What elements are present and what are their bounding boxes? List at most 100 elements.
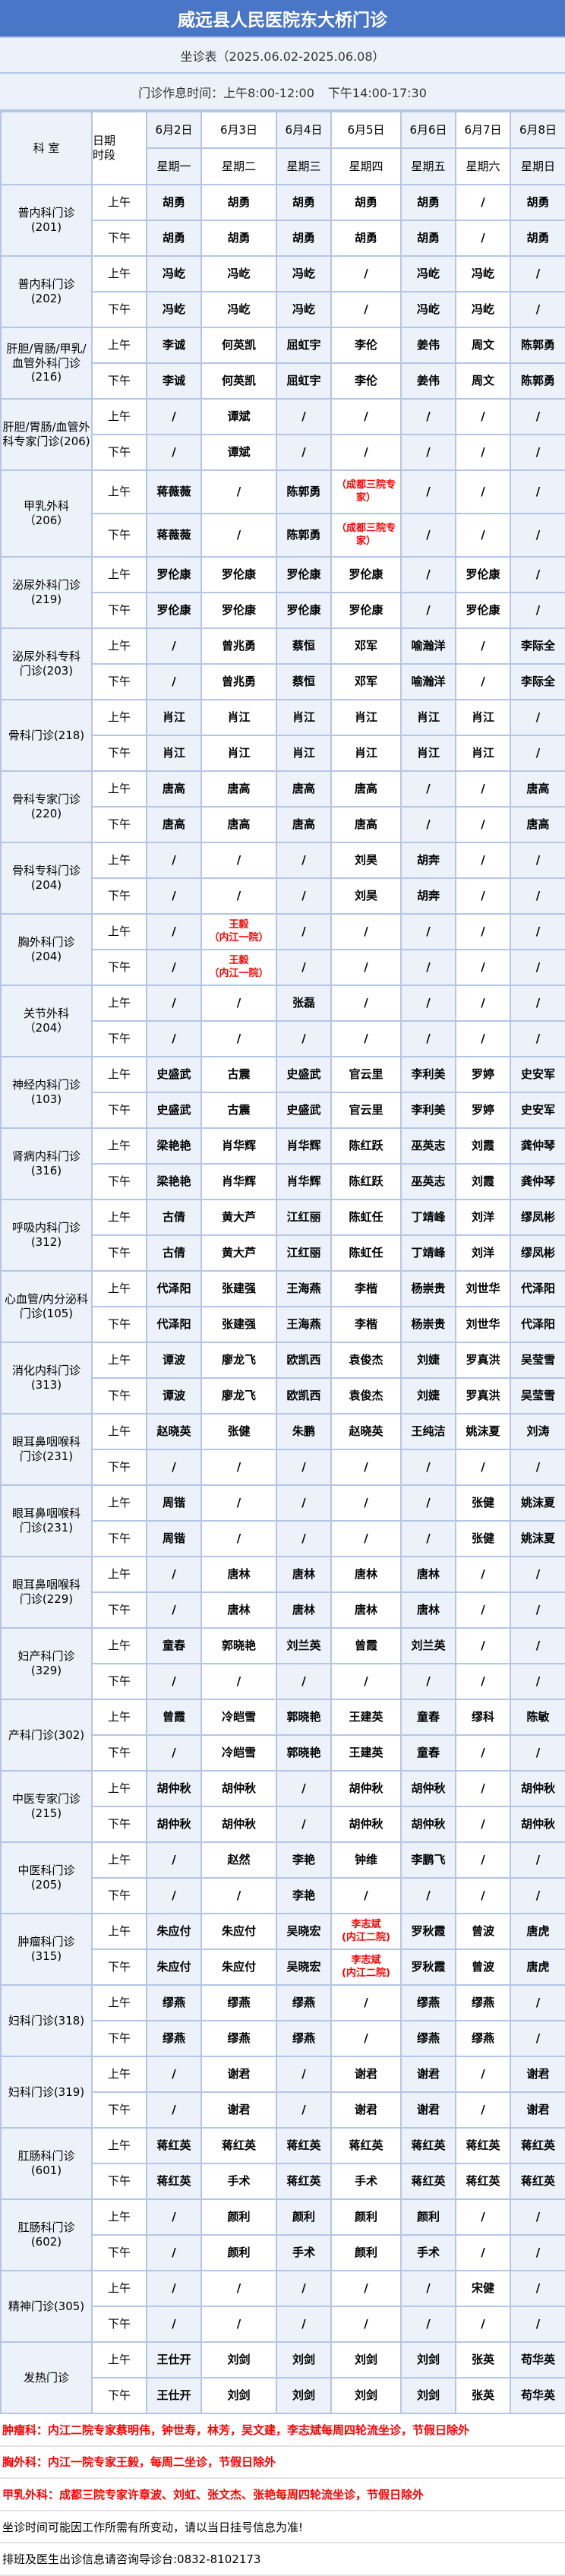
doctor-cell: 陈郭勇 <box>510 362 565 400</box>
doctor-cell: 罗秋霞 <box>400 1913 456 1950</box>
doctor-cell: / <box>276 842 332 879</box>
doctor-cell: / <box>146 985 202 1022</box>
doctor-cell: 童春 <box>400 1699 456 1736</box>
table-row: 肾病内科门诊 (316) 上午 梁艳艳 肖华辉 肖华辉 陈红跃 巫英志 刘霞 龚仲琴 <box>0 1127 565 1200</box>
doctor-cell: 谭斌 <box>200 398 277 435</box>
doctor-cell: 朱鹏 <box>276 1413 332 1450</box>
table-row: 下午 梁艳艳 肖华辉 肖华辉 陈红跃 巫英志 刘霞 龚仲琴 <box>1 1163 565 1200</box>
doctor-cell: / <box>510 1734 565 1772</box>
doctor-cell: 缪科 <box>455 1699 511 1736</box>
table-row: 肛肠科门诊 (602) 上午 / 颜利 颜利 颜利 颜利 / / <box>0 2198 565 2271</box>
doctor-cell: / <box>400 1520 456 1557</box>
department-name: 眼耳鼻咽喉科 门诊(231) <box>0 1484 93 1557</box>
doctor-cell: 朱应付 <box>146 1949 202 1986</box>
period-label: 上午 <box>91 556 147 593</box>
doctor-cell: 江红丽 <box>276 1199 332 1236</box>
doctor-cell: / <box>276 398 332 435</box>
doctor-cell: 刘兰英 <box>276 1627 332 1664</box>
doctor-cell: / <box>276 434 332 471</box>
doctor-cell: 周锴 <box>146 1520 202 1557</box>
department-name: 消化内科门诊 (313) <box>0 1342 93 1414</box>
doctor-cell: 冷皑雪 <box>200 1699 277 1736</box>
doctor-cell: 王仕开 <box>146 2341 202 2378</box>
doctor-cell: / <box>400 434 456 471</box>
doctor-cell: 周文 <box>455 362 511 400</box>
weekday-header: 星期三 <box>276 147 332 185</box>
doctor-cell: 朱应付 <box>146 1913 202 1950</box>
doctor-cell: / <box>510 699 565 736</box>
period-label: 下午 <box>91 1163 147 1200</box>
doctor-cell: 陈郭勇 <box>510 327 565 364</box>
doctor-cell: / <box>146 877 202 915</box>
doctor-cell: 唐高 <box>200 806 277 843</box>
doctor-cell: / <box>510 1591 565 1629</box>
doctor-cell: 李诚 <box>146 362 202 400</box>
doctor-cell: / <box>400 770 456 808</box>
doctor-cell: / <box>400 592 456 629</box>
doctor-cell: / <box>330 1663 402 1700</box>
doctor-cell: 刘霞 <box>455 1163 511 1200</box>
doctor-cell: 蒋薇薇 <box>146 469 202 514</box>
doctor-cell: 古倩 <box>146 1199 202 1236</box>
doctor-cell: 胡仲秋 <box>330 1806 402 1843</box>
period-label: 下午 <box>91 592 147 629</box>
doctor-cell: 史盛武 <box>276 1056 332 1093</box>
doctor-cell: 刘婕 <box>400 1377 456 1414</box>
period-label: 下午 <box>91 1591 147 1629</box>
schedule-subtitle: 坐诊表（2025.06.02-2025.06.08） <box>0 38 565 74</box>
doctor-cell: / <box>330 1520 402 1557</box>
doctor-cell: 龚仲琴 <box>510 1163 565 1200</box>
doctor-cell: 唐林 <box>200 1591 277 1629</box>
doctor-cell: / <box>200 1449 277 1486</box>
period-label: 上午 <box>91 2270 147 2307</box>
period-label: 下午 <box>91 1306 147 1343</box>
table-row: 下午 蒋红英 手术 蒋红英 手术 蒋红英 蒋红英 蒋红英 <box>1 2163 565 2200</box>
doctor-cell: 蒋红英 <box>510 2127 565 2164</box>
doctor-cell: 史安军 <box>510 1056 565 1093</box>
doctor-cell: / <box>200 469 277 514</box>
doctor-cell: 巫英志 <box>400 1163 456 1200</box>
doctor-cell: 罗秋霞 <box>400 1949 456 1986</box>
doctor-cell: 邓军 <box>330 663 402 700</box>
doctor-cell: 刘剑 <box>400 2377 456 2414</box>
table-row: 下午 / / / / / / / <box>1 2306 565 2343</box>
doctor-cell: 龚仲琴 <box>510 1127 565 1165</box>
doctor-cell: 罗伦康 <box>455 592 511 629</box>
period-label: 上午 <box>91 1484 147 1522</box>
doctor-cell: 肖江 <box>146 699 202 736</box>
doctor-cell: / <box>146 2306 202 2343</box>
doctor-cell: 张健 <box>200 1413 277 1450</box>
doctor-cell: 罗伦康 <box>330 556 402 593</box>
period-label: 上午 <box>91 913 147 950</box>
table-row: 下午 / / 李艳 / / / / <box>1 1877 565 1914</box>
doctor-cell: / <box>276 1663 332 1700</box>
doctor-cell: 胡奔 <box>400 842 456 879</box>
doctor-cell: 肖江 <box>200 735 277 772</box>
date-header: 6月4日 <box>276 111 332 149</box>
doctor-cell: 手术 <box>330 2163 402 2200</box>
doctor-cell: 冯屹 <box>276 291 332 328</box>
doctor-cell: 唐高 <box>276 806 332 843</box>
department-name: 普内科门诊 (202) <box>0 255 93 328</box>
table-row: 精神门诊(305) 上午 / / / / / 宋健 / <box>0 2270 565 2343</box>
doctor-cell: 唐虎 <box>510 1913 565 1950</box>
department-name: 普内科门诊 (201) <box>0 184 93 257</box>
doctor-cell: 蒋红英 <box>276 2127 332 2164</box>
note-line: 肿瘤科：内江二院专家蔡明伟，钟世寿，林芳，吴文建，李志斌每周四轮流坐诊，节假日除… <box>0 2414 565 2447</box>
doctor-cell: / <box>510 1877 565 1914</box>
doctor-cell: 胡仲秋 <box>400 1770 456 1807</box>
doctor-cell: / <box>510 1984 565 2021</box>
doctor-cell: / <box>146 627 202 665</box>
doctor-cell: 冯屹 <box>146 291 202 328</box>
department-name: 神经内科门诊 (103) <box>0 1056 93 1129</box>
doctor-cell: 曾霞 <box>146 1699 202 1736</box>
table-row: 下午 罗伦康 罗伦康 罗伦康 罗伦康 / 罗伦康 / <box>1 592 565 629</box>
doctor-cell: / <box>276 1020 332 1057</box>
period-label: 下午 <box>91 1806 147 1843</box>
table-row: 骨科门诊(218) 上午 肖江 肖江 肖江 肖江 肖江 肖江 / <box>0 699 565 772</box>
department-name: 肛肠科门诊 (602) <box>0 2198 93 2271</box>
doctor-cell: 张健 <box>455 1520 511 1557</box>
doctor-cell: 代泽阳 <box>510 1270 565 1307</box>
doctor-cell: / <box>455 663 511 700</box>
period-label: 上午 <box>91 1984 147 2021</box>
